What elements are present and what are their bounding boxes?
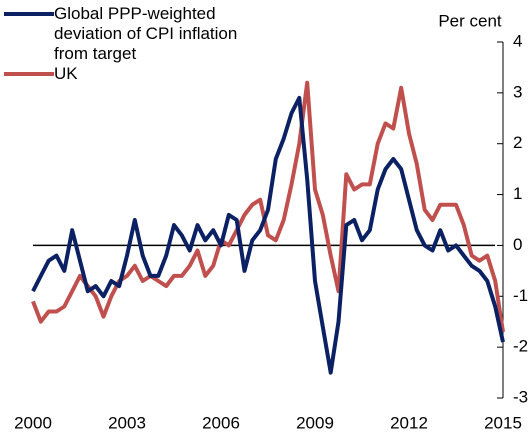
y-tick-label: -3 — [513, 387, 528, 406]
y-tick-label: 4 — [513, 31, 522, 50]
x-tick-label: 2006 — [202, 413, 240, 432]
legend-swatch — [4, 72, 54, 76]
legend-label: Global PPP-weighted deviation of CPI inf… — [54, 4, 238, 63]
y-tick-label: -2 — [513, 337, 528, 356]
series-line — [31, 80, 505, 333]
legend-swatch — [4, 12, 54, 16]
y-tick-label: 3 — [513, 82, 522, 101]
y-tick-label: 2 — [513, 133, 522, 152]
x-tick-label: 2000 — [14, 413, 52, 432]
legend: Global PPP-weighted deviation of CPI inf… — [4, 4, 324, 84]
x-tick-label: 2003 — [108, 413, 146, 432]
y-tick-label: -1 — [513, 286, 528, 305]
x-tick-label: 2012 — [390, 413, 428, 432]
y-axis-label: Per cent — [438, 11, 502, 30]
x-tick-label: 2015 — [484, 413, 522, 432]
y-tick-label: 1 — [513, 184, 522, 203]
legend-item: Global PPP-weighted deviation of CPI inf… — [4, 4, 324, 64]
x-tick-label: 2009 — [296, 413, 334, 432]
series-line — [31, 95, 505, 375]
legend-item: UK — [4, 64, 324, 84]
y-tick-label: 0 — [513, 235, 522, 254]
legend-label: UK — [54, 64, 78, 83]
